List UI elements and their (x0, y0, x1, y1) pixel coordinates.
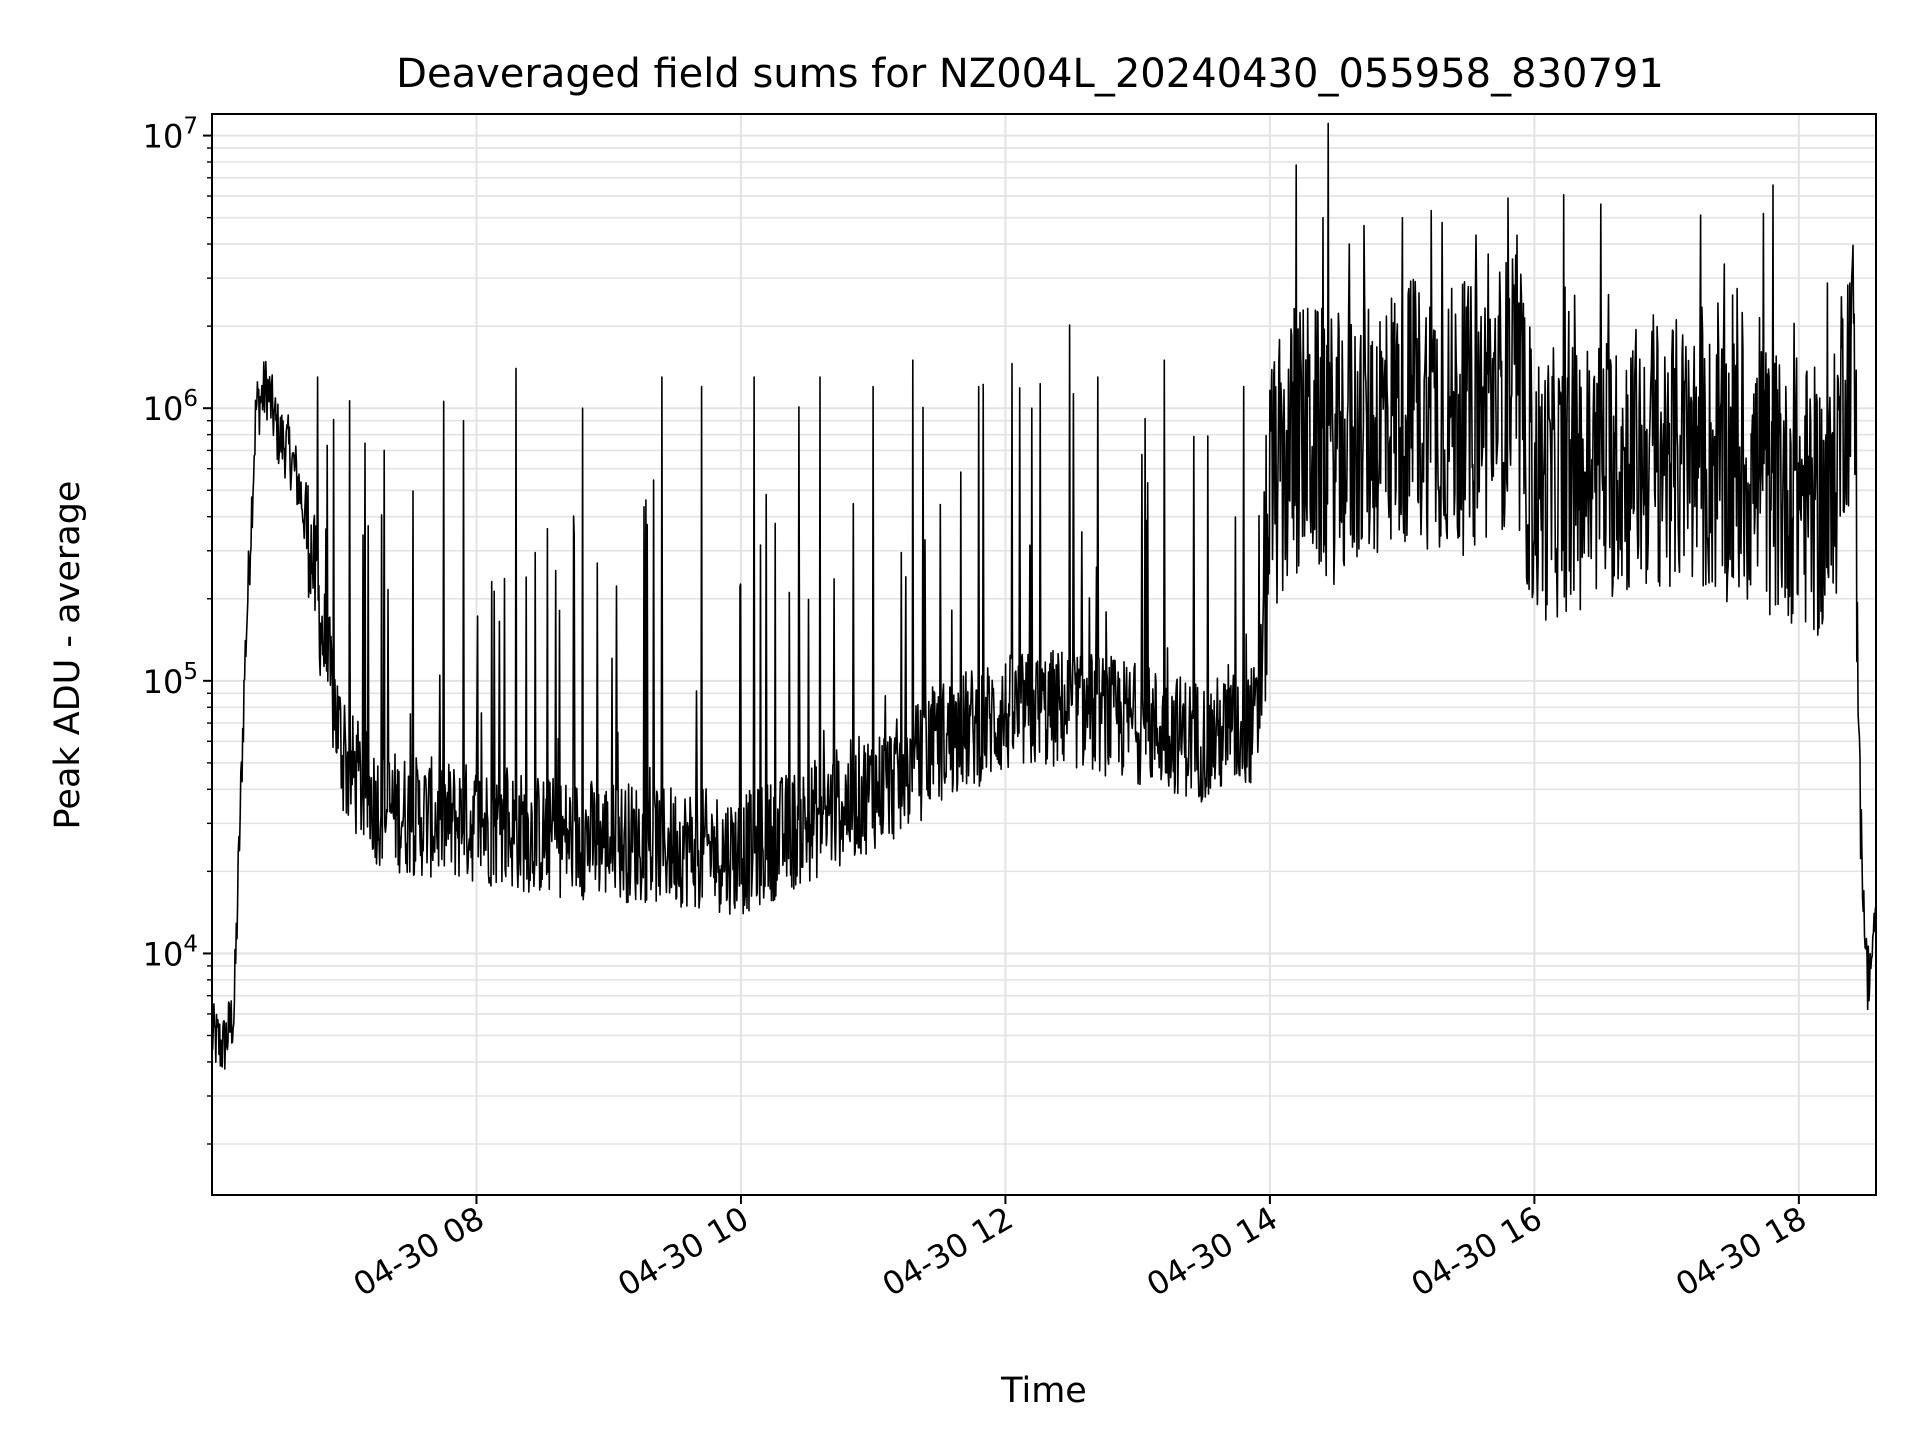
x-tick-label: 04-30 18 (1669, 1199, 1813, 1304)
series-line (211, 122, 1877, 1070)
x-tick-label: 04-30 16 (1405, 1199, 1549, 1304)
y-axis-label: Peak ADU - average (48, 481, 88, 830)
grid-lines (212, 114, 1876, 1195)
y-tick-label: 107 (143, 114, 198, 156)
y-tick-label: 104 (143, 931, 198, 973)
chart-title: Deaveraged field sums for NZ004L_2024043… (396, 51, 1664, 97)
plot-frame (211, 113, 1877, 1196)
x-tick-label: 04-30 12 (876, 1199, 1020, 1304)
x-tick-label: 04-30 14 (1140, 1199, 1284, 1304)
x-tick-label: 04-30 08 (347, 1199, 491, 1304)
y-tick-label: 106 (143, 386, 198, 428)
y-tick-label: 105 (143, 659, 198, 701)
x-axis: 04-30 08 04-30 10 04-30 12 04-30 14 04-30 16… (347, 1195, 1813, 1304)
x-axis-label: Time (1000, 1371, 1087, 1411)
y-axis: 104 105 106 107 (143, 114, 212, 1145)
x-tick-label: 04-30 10 (611, 1199, 755, 1304)
